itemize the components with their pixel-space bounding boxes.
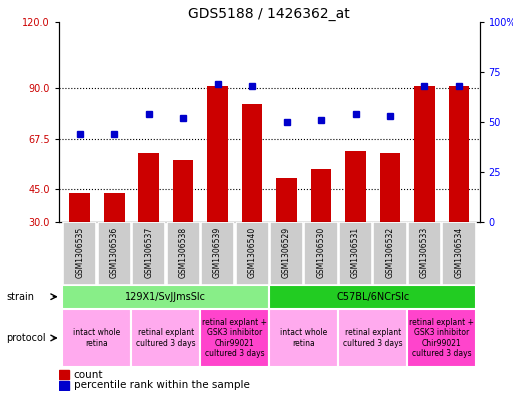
Text: GSM1306529: GSM1306529 bbox=[282, 227, 291, 278]
Text: GSM1306532: GSM1306532 bbox=[385, 227, 394, 278]
Text: GSM1306535: GSM1306535 bbox=[75, 227, 84, 278]
Bar bbox=[339, 222, 372, 285]
Text: retinal explant
cultured 3 days: retinal explant cultured 3 days bbox=[136, 328, 195, 348]
Bar bbox=[269, 285, 476, 309]
Text: intact whole
retina: intact whole retina bbox=[73, 328, 121, 348]
Text: retinal explant
cultured 3 days: retinal explant cultured 3 days bbox=[343, 328, 403, 348]
Bar bbox=[167, 222, 200, 285]
Text: C57BL/6NCrSlc: C57BL/6NCrSlc bbox=[336, 292, 409, 302]
Bar bbox=[207, 86, 228, 222]
Bar bbox=[132, 222, 165, 285]
Text: count: count bbox=[74, 369, 103, 380]
Bar bbox=[407, 309, 476, 367]
Bar bbox=[63, 285, 269, 309]
Bar bbox=[139, 153, 159, 222]
Text: GSM1306533: GSM1306533 bbox=[420, 227, 429, 278]
Text: GSM1306538: GSM1306538 bbox=[179, 227, 188, 278]
Bar bbox=[270, 222, 303, 285]
Bar bbox=[449, 86, 469, 222]
Bar bbox=[380, 153, 400, 222]
Bar bbox=[338, 309, 407, 367]
Bar bbox=[63, 309, 131, 367]
Text: intact whole
retina: intact whole retina bbox=[280, 328, 327, 348]
Text: percentile rank within the sample: percentile rank within the sample bbox=[74, 380, 250, 390]
Text: GSM1306531: GSM1306531 bbox=[351, 227, 360, 278]
Bar bbox=[173, 160, 193, 222]
Bar bbox=[345, 151, 366, 222]
Title: GDS5188 / 1426362_at: GDS5188 / 1426362_at bbox=[188, 7, 350, 20]
Bar bbox=[242, 104, 263, 222]
Text: GSM1306539: GSM1306539 bbox=[213, 227, 222, 278]
Bar bbox=[414, 86, 435, 222]
Bar bbox=[201, 222, 234, 285]
Text: 129X1/SvJJmsSlc: 129X1/SvJJmsSlc bbox=[125, 292, 206, 302]
Bar bbox=[59, 370, 69, 379]
Bar bbox=[69, 193, 90, 222]
Text: retinal explant +
GSK3 inhibitor
Chir99021
cultured 3 days: retinal explant + GSK3 inhibitor Chir990… bbox=[409, 318, 474, 358]
Text: GSM1306536: GSM1306536 bbox=[110, 227, 119, 278]
Bar bbox=[442, 222, 476, 285]
Bar bbox=[305, 222, 338, 285]
Bar bbox=[104, 193, 125, 222]
Bar bbox=[59, 381, 69, 390]
Text: protocol: protocol bbox=[6, 333, 46, 343]
Bar bbox=[131, 309, 201, 367]
Text: GSM1306530: GSM1306530 bbox=[317, 227, 326, 278]
Bar bbox=[235, 222, 269, 285]
Text: GSM1306540: GSM1306540 bbox=[248, 227, 256, 278]
Text: retinal explant +
GSK3 inhibitor
Chir99021
cultured 3 days: retinal explant + GSK3 inhibitor Chir990… bbox=[202, 318, 267, 358]
Bar bbox=[276, 178, 297, 222]
Bar bbox=[97, 222, 131, 285]
Bar bbox=[269, 309, 338, 367]
Text: GSM1306534: GSM1306534 bbox=[455, 227, 463, 278]
Text: GSM1306537: GSM1306537 bbox=[144, 227, 153, 278]
Bar bbox=[373, 222, 407, 285]
Bar bbox=[63, 222, 96, 285]
Text: strain: strain bbox=[6, 292, 34, 302]
Bar bbox=[201, 309, 269, 367]
Bar bbox=[408, 222, 441, 285]
Bar bbox=[311, 169, 331, 222]
